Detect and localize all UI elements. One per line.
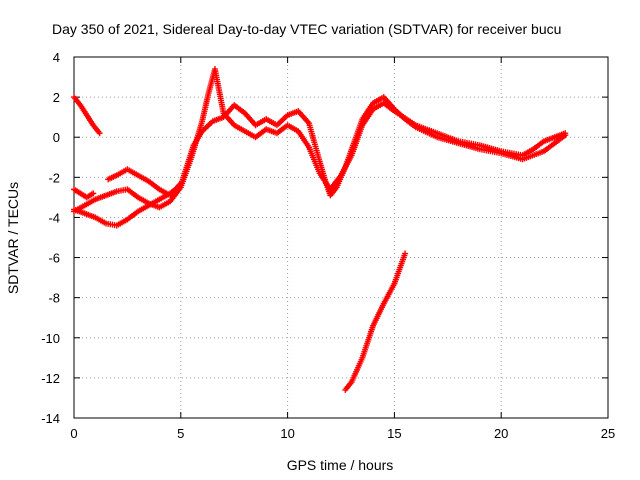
series-track-2 [71, 94, 569, 229]
y-tick-label: -2 [48, 170, 60, 185]
x-tick-label: 0 [70, 426, 77, 441]
data-point [90, 190, 97, 197]
axis-ticks: 0 5 10 15 20 25 -14 -12 -10 -8 -6 -4 -2 0 2 4 [41, 50, 615, 441]
data-point [562, 130, 569, 137]
y-axis-label: SDTVAR / TECUs [5, 182, 21, 294]
y-tick-label: 4 [53, 50, 60, 65]
x-tick-label: 10 [280, 426, 294, 441]
series-track-6 [342, 250, 409, 393]
data-points [71, 66, 569, 393]
x-axis-label: GPS time / hours [287, 457, 394, 473]
data-point [402, 250, 409, 257]
y-tick-label: 2 [53, 90, 60, 105]
data-point [96, 130, 103, 137]
plot-frame [73, 56, 609, 419]
y-tick-label: -4 [48, 210, 60, 225]
series-track-5 [105, 166, 184, 199]
y-tick-label: -6 [48, 251, 60, 266]
series-track-3 [71, 66, 569, 215]
chart-title: Day 350 of 2021, Sidereal Day-to-day VTE… [52, 21, 561, 37]
series-track-1 [71, 94, 103, 137]
x-tick-label: 15 [387, 426, 401, 441]
grid-lines [74, 57, 608, 418]
y-tick-label: -14 [41, 411, 60, 426]
x-tick-label: 20 [494, 426, 508, 441]
y-tick-label: -8 [48, 291, 60, 306]
y-tick-label: -12 [41, 371, 60, 386]
y-tick-label: 0 [53, 130, 60, 145]
y-tick-label: -10 [41, 331, 60, 346]
x-tick-label: 25 [601, 426, 615, 441]
x-tick-label: 5 [177, 426, 184, 441]
series-track-4 [71, 186, 97, 201]
data-point [177, 180, 184, 187]
